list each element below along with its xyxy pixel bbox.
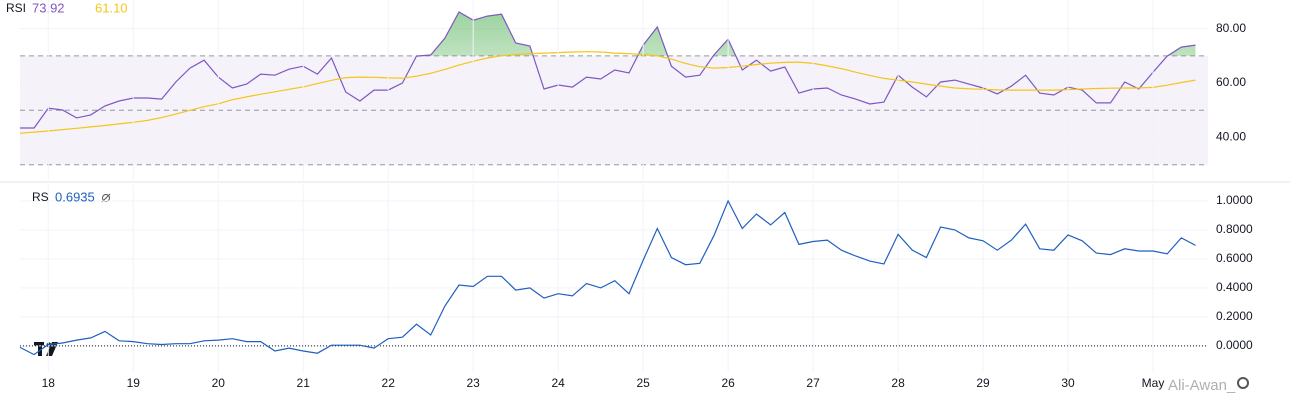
x-tick-label: 28 xyxy=(891,376,905,390)
y-tick-label: 0.6000 xyxy=(1216,251,1253,265)
x-tick-label: 27 xyxy=(806,376,820,390)
x-tick-label: 24 xyxy=(551,376,565,390)
x-tick-label: 30 xyxy=(1061,376,1075,390)
x-tick-label: 25 xyxy=(636,376,650,390)
gear-icon[interactable] xyxy=(1237,377,1249,389)
x-tick-label: 29 xyxy=(976,376,990,390)
legend-title: RSI xyxy=(6,1,26,15)
x-tick-label: 19 xyxy=(127,376,141,390)
x-tick-label: 18 xyxy=(42,376,56,390)
y-tick-label: 0.2000 xyxy=(1216,309,1253,323)
x-tick-label: 21 xyxy=(297,376,311,390)
series-line xyxy=(19,199,1196,356)
legend-title: RS xyxy=(32,190,49,204)
y-tick-label: 80.00 xyxy=(1216,21,1246,35)
y-tick-label: 0.4000 xyxy=(1216,280,1253,294)
watermark: Ali-Awan_ xyxy=(1168,377,1236,394)
series-line xyxy=(19,51,1196,134)
y-tick-label: 0.8000 xyxy=(1216,222,1253,236)
y-tick-label: 60.00 xyxy=(1216,75,1246,89)
y-tick-label: 40.00 xyxy=(1216,130,1246,144)
y-tick-label: 0.0000 xyxy=(1216,338,1253,352)
x-tick-label: 26 xyxy=(721,376,735,390)
legend-value: 61.10 xyxy=(95,0,128,15)
legend-value: 0.6935 xyxy=(55,189,95,204)
series-line xyxy=(20,11,1196,129)
x-tick-label: 22 xyxy=(382,376,396,390)
x-tick-label: May xyxy=(1142,376,1165,390)
x-tick-label: 23 xyxy=(467,376,481,390)
y-tick-label: 1.0000 xyxy=(1216,193,1253,207)
x-tick-label: 20 xyxy=(212,376,226,390)
